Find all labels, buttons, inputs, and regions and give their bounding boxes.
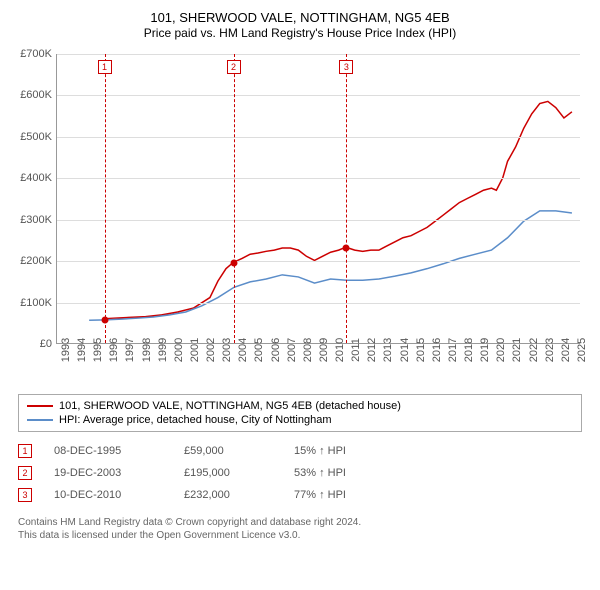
gridline bbox=[57, 95, 580, 96]
gridline bbox=[57, 303, 580, 304]
gridline bbox=[57, 54, 580, 55]
x-axis-label: 2000 bbox=[173, 338, 185, 362]
x-axis-label: 2002 bbox=[205, 338, 217, 362]
sale-price: £195,000 bbox=[184, 467, 294, 479]
y-axis-label: £0 bbox=[12, 338, 52, 350]
x-axis-label: 2008 bbox=[302, 338, 314, 362]
series-hpi bbox=[89, 211, 572, 320]
legend-label: 101, SHERWOOD VALE, NOTTINGHAM, NG5 4EB … bbox=[59, 400, 401, 412]
series-property bbox=[105, 101, 572, 318]
marker-label-1: 1 bbox=[98, 60, 112, 74]
x-axis-label: 2007 bbox=[286, 338, 298, 362]
x-axis-label: 2005 bbox=[253, 338, 265, 362]
y-axis-label: £700K bbox=[12, 48, 52, 60]
sale-number: 1 bbox=[18, 444, 32, 458]
legend-box: 101, SHERWOOD VALE, NOTTINGHAM, NG5 4EB … bbox=[18, 394, 582, 432]
x-axis-label: 2017 bbox=[447, 338, 459, 362]
marker-label-3: 3 bbox=[339, 60, 353, 74]
x-axis-label: 1996 bbox=[108, 338, 120, 362]
legend-item-property: 101, SHERWOOD VALE, NOTTINGHAM, NG5 4EB … bbox=[27, 399, 573, 413]
sale-hpi-delta: 15% ↑ HPI bbox=[294, 445, 414, 457]
sale-date: 08-DEC-1995 bbox=[54, 445, 184, 457]
legend-label: HPI: Average price, detached house, City… bbox=[59, 414, 332, 426]
x-axis-label: 2015 bbox=[415, 338, 427, 362]
sale-price: £59,000 bbox=[184, 445, 294, 457]
y-axis-label: £300K bbox=[12, 214, 52, 226]
plot-area: 1 2 3 bbox=[56, 54, 580, 344]
x-axis-label: 2009 bbox=[318, 338, 330, 362]
x-axis-label: 2004 bbox=[237, 338, 249, 362]
x-axis-label: 1998 bbox=[141, 338, 153, 362]
x-axis-label: 1999 bbox=[157, 338, 169, 362]
x-axis-label: 2025 bbox=[576, 338, 588, 362]
sale-row-2: 2 19-DEC-2003£195,00053% ↑ HPI bbox=[18, 462, 582, 484]
x-axis-label: 2012 bbox=[366, 338, 378, 362]
sale-date: 10-DEC-2010 bbox=[54, 489, 184, 501]
x-axis-label: 2011 bbox=[350, 338, 362, 362]
x-axis-label: 2018 bbox=[463, 338, 475, 362]
legend-item-hpi: HPI: Average price, detached house, City… bbox=[27, 413, 573, 427]
chart-title: 101, SHERWOOD VALE, NOTTINGHAM, NG5 4EB bbox=[12, 10, 588, 25]
gridline bbox=[57, 220, 580, 221]
x-axis-label: 2021 bbox=[511, 338, 523, 362]
x-axis-label: 2006 bbox=[270, 338, 282, 362]
sales-table: 1 08-DEC-1995£59,00015% ↑ HPI 2 19-DEC-2003… bbox=[18, 440, 582, 506]
legend-swatch bbox=[27, 405, 53, 407]
x-axis-label: 2024 bbox=[560, 338, 572, 362]
marker-vline-2 bbox=[234, 54, 235, 343]
footer-line-2: This data is licensed under the Open Gov… bbox=[18, 529, 582, 542]
marker-vline-1 bbox=[105, 54, 106, 343]
chart-subtitle: Price paid vs. HM Land Registry's House … bbox=[12, 26, 588, 40]
chart-area: 1 2 3 £0 £100K £200K £300K £400K £500K £600K £700… bbox=[12, 48, 588, 388]
y-axis-label: £100K bbox=[12, 297, 52, 309]
sale-hpi-delta: 77% ↑ HPI bbox=[294, 489, 414, 501]
legend-swatch bbox=[27, 419, 53, 421]
gridline bbox=[57, 178, 580, 179]
x-axis-label: 2014 bbox=[399, 338, 411, 362]
marker-dot-2 bbox=[230, 260, 237, 267]
x-axis-label: 2016 bbox=[431, 338, 443, 362]
x-axis-label: 2023 bbox=[544, 338, 556, 362]
sale-number: 3 bbox=[18, 488, 32, 502]
footer-attribution: Contains HM Land Registry data © Crown c… bbox=[18, 516, 582, 542]
x-axis-label: 2020 bbox=[495, 338, 507, 362]
y-axis-label: £600K bbox=[12, 89, 52, 101]
sale-row-1: 1 08-DEC-1995£59,00015% ↑ HPI bbox=[18, 440, 582, 462]
sale-hpi-delta: 53% ↑ HPI bbox=[294, 467, 414, 479]
marker-vline-3 bbox=[346, 54, 347, 343]
x-axis-label: 2003 bbox=[221, 338, 233, 362]
x-axis-label: 2022 bbox=[528, 338, 540, 362]
x-axis-label: 1993 bbox=[60, 338, 72, 362]
y-axis-label: £400K bbox=[12, 172, 52, 184]
marker-label-2: 2 bbox=[227, 60, 241, 74]
x-axis-label: 1997 bbox=[124, 338, 136, 362]
marker-dot-3 bbox=[343, 244, 350, 251]
gridline bbox=[57, 261, 580, 262]
sale-date: 19-DEC-2003 bbox=[54, 467, 184, 479]
marker-dot-1 bbox=[101, 316, 108, 323]
sale-number: 2 bbox=[18, 466, 32, 480]
gridline bbox=[57, 137, 580, 138]
sale-price: £232,000 bbox=[184, 489, 294, 501]
x-axis-label: 2013 bbox=[382, 338, 394, 362]
x-axis-label: 2001 bbox=[189, 338, 201, 362]
y-axis-label: £500K bbox=[12, 131, 52, 143]
x-axis-label: 2019 bbox=[479, 338, 491, 362]
x-axis-label: 1994 bbox=[76, 338, 88, 362]
sale-row-3: 3 10-DEC-2010£232,00077% ↑ HPI bbox=[18, 484, 582, 506]
footer-line-1: Contains HM Land Registry data © Crown c… bbox=[18, 516, 582, 529]
line-svg bbox=[57, 54, 580, 343]
x-axis-label: 2010 bbox=[334, 338, 346, 362]
chart-container: 101, SHERWOOD VALE, NOTTINGHAM, NG5 4EB … bbox=[0, 0, 600, 590]
x-axis-label: 1995 bbox=[92, 338, 104, 362]
y-axis-label: £200K bbox=[12, 255, 52, 267]
